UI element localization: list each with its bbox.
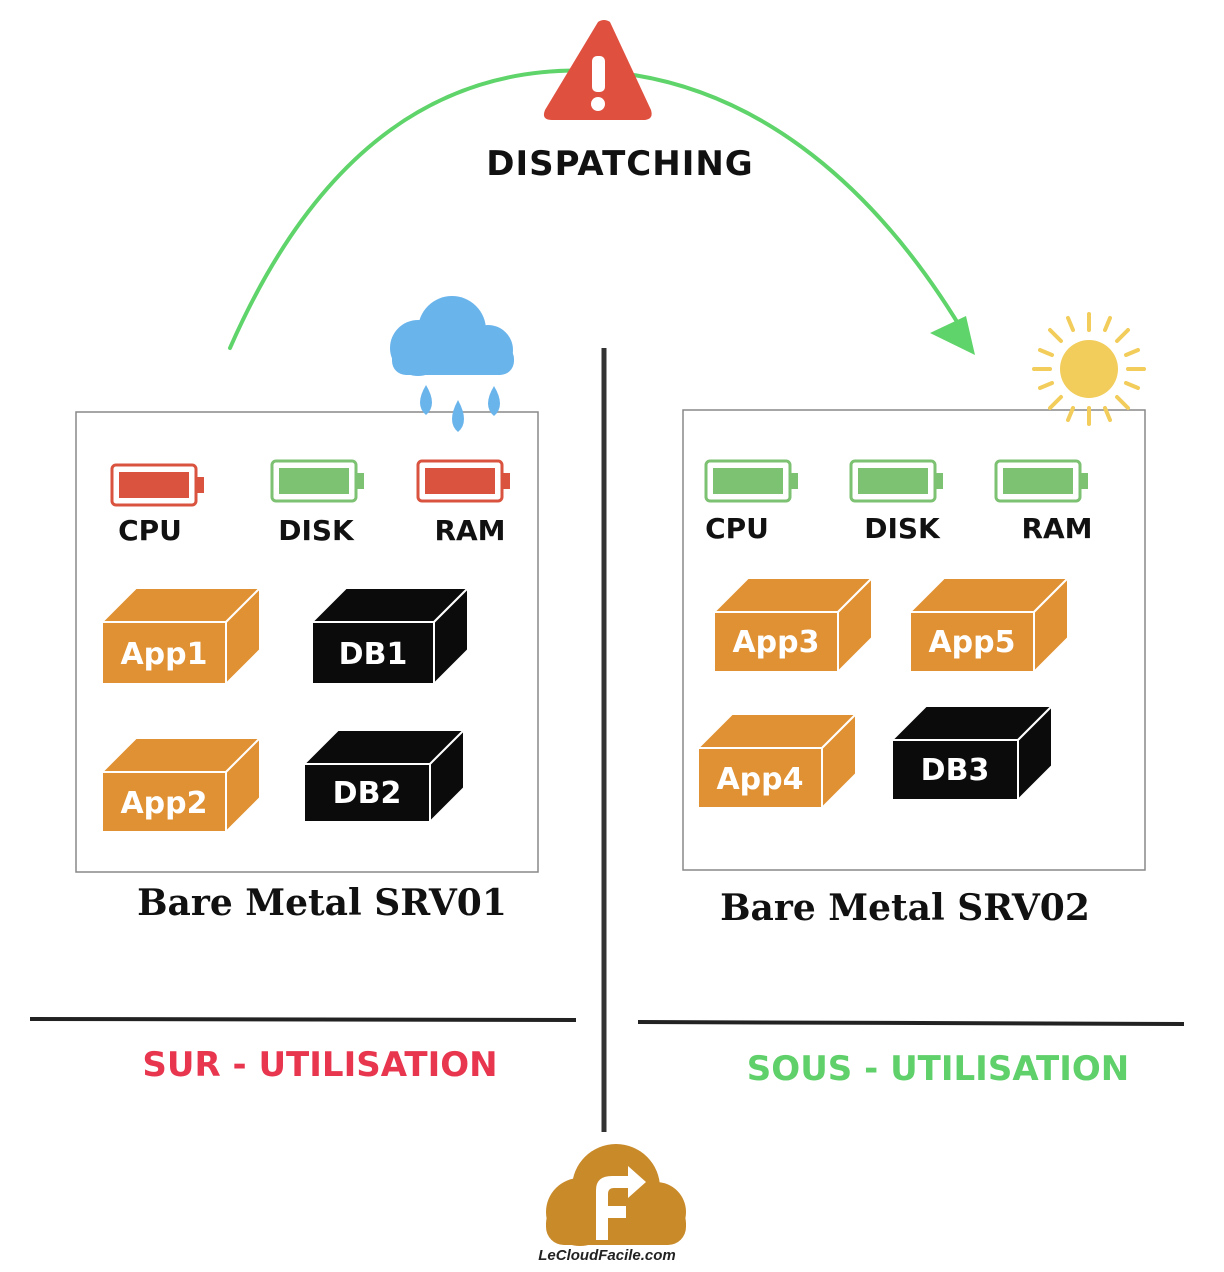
usage-state: SOUS - UTILISATION (747, 1049, 1129, 1089)
db-box: DB2 (301, 727, 467, 825)
resource-label: RAM (434, 514, 505, 547)
app-box: App3 (711, 575, 875, 675)
app-box: App2 (99, 735, 263, 835)
box-label: DB2 (333, 776, 402, 811)
dispatch-label: DISPATCHING (486, 144, 753, 184)
app-box: App5 (907, 575, 1071, 675)
server-srv01: CPU DISK RAM App1 DB1 (29, 296, 577, 1085)
battery-disk (849, 459, 943, 503)
battery-disk (270, 459, 364, 503)
box-label: App5 (928, 625, 1015, 660)
usage-state: SUR - UTILISATION (142, 1045, 497, 1085)
box-label: App3 (732, 625, 819, 660)
box-label: DB3 (921, 753, 990, 788)
server-name: Bare Metal SRV01 (137, 882, 507, 924)
db-box: DB3 (889, 703, 1055, 803)
section-rule (29, 1017, 577, 1022)
resource-label: DISK (278, 514, 355, 547)
logo-text: LeCloudFacile.com (538, 1247, 676, 1264)
box-label: DB1 (339, 637, 408, 672)
battery-cpu (110, 463, 204, 507)
battery-cpu (704, 459, 798, 503)
battery-ram (994, 459, 1088, 503)
cloud-logo-icon (546, 1144, 686, 1246)
sun-icon (1032, 312, 1146, 426)
server-frame (75, 411, 539, 873)
section-rule (637, 1020, 1185, 1026)
resource-label: CPU (705, 512, 769, 545)
rain-cloud-icon (390, 296, 514, 432)
resource-label: DISK (864, 512, 941, 545)
db-box: DB1 (309, 585, 471, 687)
box-label: App2 (120, 786, 207, 821)
app-box: App1 (99, 585, 263, 687)
box-label: App1 (120, 637, 207, 672)
resource-label: CPU (118, 514, 182, 547)
battery-ram (416, 459, 510, 503)
warning-triangle-icon (543, 20, 652, 120)
server-srv02: CPU DISK RAM App3 App5 (637, 312, 1185, 1089)
dispatch-arrowhead (930, 316, 975, 355)
box-label: App4 (716, 762, 803, 797)
resource-label: RAM (1021, 512, 1092, 545)
server-frame (682, 409, 1146, 871)
server-name: Bare Metal SRV02 (720, 887, 1090, 929)
app-box: App4 (695, 711, 859, 811)
